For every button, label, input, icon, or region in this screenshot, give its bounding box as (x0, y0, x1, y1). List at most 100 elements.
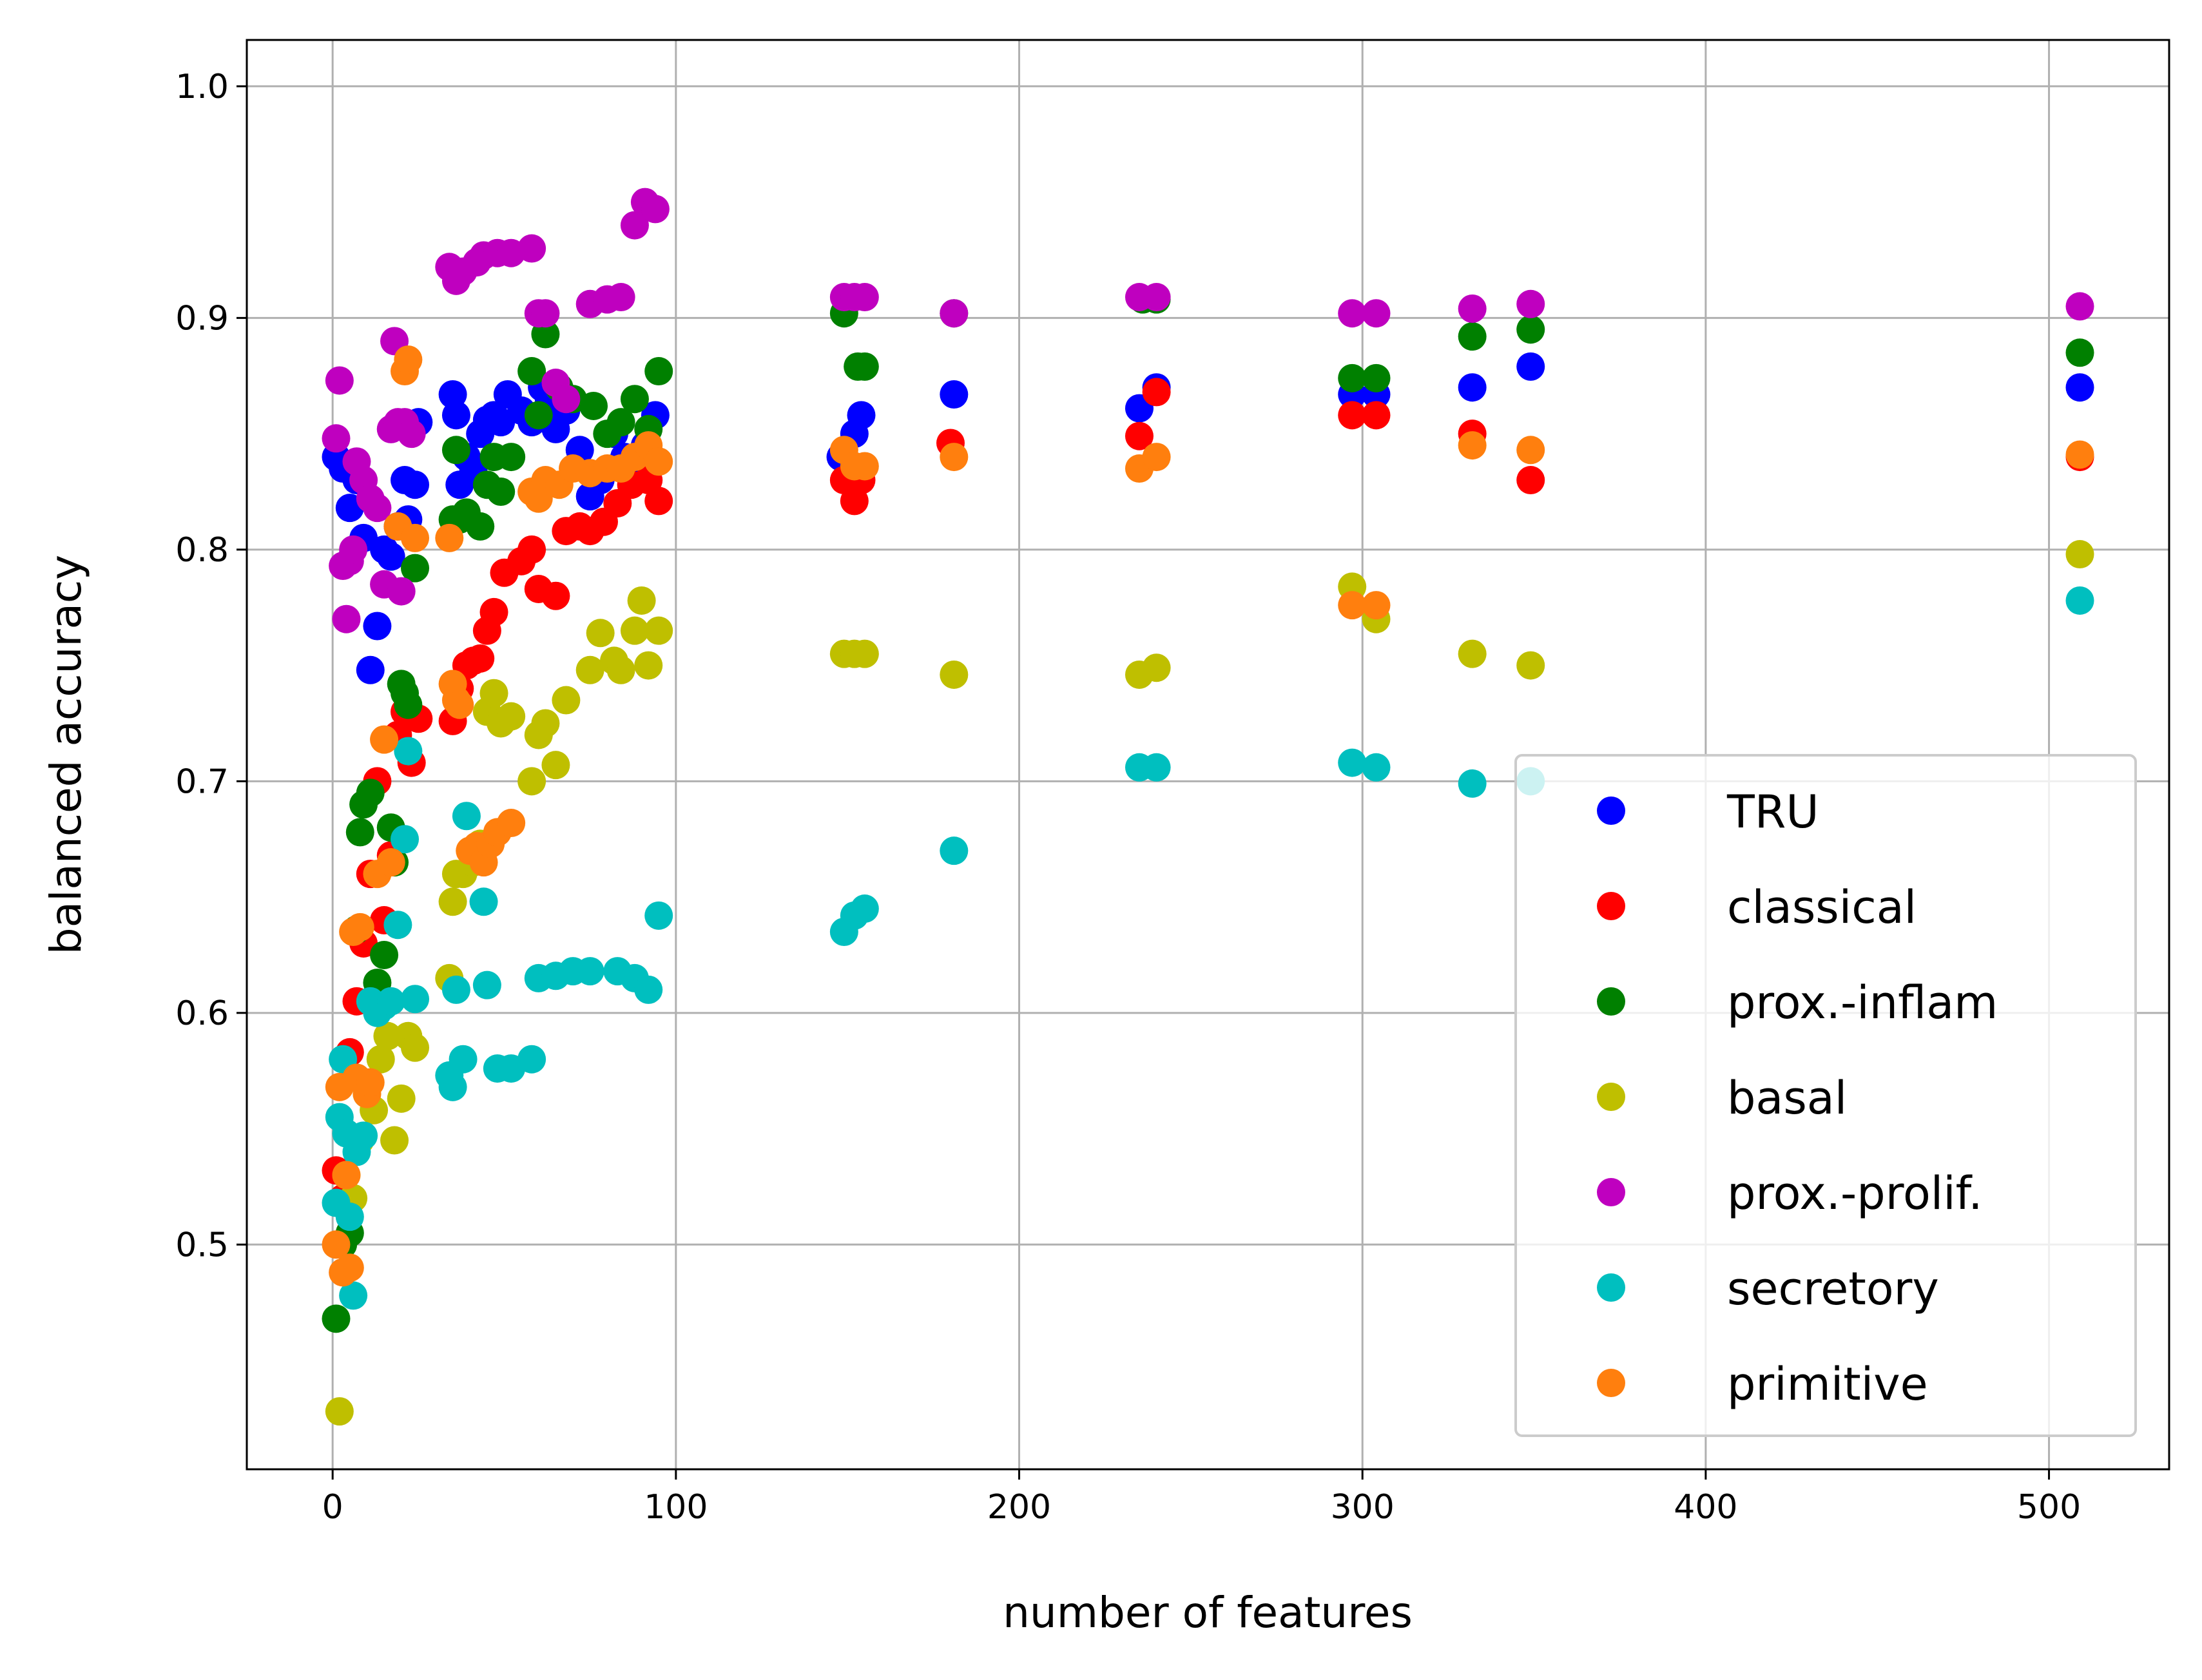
data-point (335, 1253, 364, 1282)
series-prox.-prolif. (322, 188, 2094, 633)
data-point (394, 690, 423, 719)
data-point (606, 283, 635, 312)
data-point (2065, 338, 2094, 367)
data-point (1516, 651, 1545, 680)
data-point (850, 894, 879, 923)
y-tick-label: 0.9 (175, 299, 229, 338)
plot-frame (246, 39, 2170, 1471)
y-axis-label: balanced accuracy (41, 555, 91, 955)
data-point (397, 420, 426, 449)
data-point (1338, 299, 1367, 328)
data-point (620, 616, 649, 645)
data-point (2065, 540, 2094, 569)
data-point (401, 985, 430, 1014)
data-point (517, 357, 546, 386)
data-point (850, 452, 879, 481)
data-point (1125, 421, 1154, 450)
x-tick-label: 200 (987, 1488, 1051, 1527)
data-point (345, 818, 374, 847)
data-point (325, 1397, 354, 1426)
legend-marker (1597, 892, 1625, 920)
data-point (339, 1281, 368, 1310)
data-point (366, 1045, 395, 1074)
legend-label: prox.-prolif. (1727, 1167, 1982, 1220)
data-point (1362, 363, 1391, 392)
data-point (387, 1084, 416, 1113)
data-point (634, 975, 663, 1004)
data-point (438, 380, 467, 409)
data-point (1338, 401, 1367, 430)
data-point (438, 887, 467, 916)
data-point (394, 345, 423, 374)
data-point (376, 848, 405, 877)
legend-marker (1597, 797, 1625, 825)
y-tick-label: 0.8 (175, 531, 229, 570)
data-point (466, 644, 495, 673)
data-point (940, 443, 969, 472)
data-point (401, 554, 430, 583)
data-point (349, 1121, 378, 1150)
data-point (1362, 591, 1391, 620)
data-point (850, 352, 879, 381)
data-point (1458, 322, 1487, 351)
legend-box (1514, 754, 2137, 1437)
axis-ticks: 0 100 200 300 400 500 0.5 0.6 0.7 0.8 0.9 1.0 (175, 68, 2081, 1527)
data-point (940, 836, 969, 865)
data-point (1516, 436, 1545, 465)
data-point (441, 975, 470, 1004)
data-point (394, 737, 423, 766)
legend-label: secretory (1727, 1262, 1939, 1315)
legend-label: TRU (1726, 786, 1819, 838)
data-point (641, 195, 670, 224)
data-point (401, 470, 430, 499)
data-point (586, 619, 615, 648)
x-tick-label: 100 (644, 1488, 708, 1527)
data-point (541, 751, 570, 780)
series-basal (325, 540, 2094, 1426)
data-point (940, 380, 969, 409)
data-point (606, 408, 635, 437)
y-tick-label: 0.5 (175, 1226, 229, 1264)
data-point (541, 581, 570, 610)
data-point (401, 523, 430, 552)
data-point (441, 401, 470, 430)
data-point (332, 604, 361, 633)
data-point (373, 1021, 402, 1050)
data-point (472, 970, 501, 999)
x-tick-label: 400 (1674, 1488, 1737, 1527)
data-point (383, 911, 412, 940)
data-point (497, 702, 526, 731)
data-point (2065, 440, 2094, 469)
legend-label: basal (1727, 1072, 1847, 1125)
data-point (445, 690, 474, 719)
data-point (441, 436, 470, 465)
data-point (322, 1304, 351, 1333)
y-tick-label: 0.6 (175, 994, 229, 1033)
data-point (391, 825, 420, 854)
data-point (332, 1161, 361, 1190)
data-point (634, 651, 663, 680)
data-point (517, 767, 546, 796)
data-point (644, 487, 673, 516)
data-point (1142, 653, 1171, 682)
data-point (322, 1230, 351, 1259)
data-point (579, 391, 608, 420)
data-point (644, 901, 673, 930)
data-point (850, 639, 879, 668)
data-point (552, 686, 581, 715)
data-point (387, 577, 416, 606)
data-point (2065, 373, 2094, 402)
data-point (356, 1068, 385, 1097)
x-tick-label: 300 (1331, 1488, 1395, 1527)
data-point (370, 725, 399, 754)
data-point (497, 443, 526, 472)
data-point (1458, 431, 1487, 460)
data-point (1338, 363, 1367, 392)
data-point (644, 447, 673, 476)
legend-marker (1597, 1083, 1625, 1111)
data-point (335, 1202, 364, 1231)
data-point (620, 385, 649, 414)
data-point (1142, 753, 1171, 782)
series-secretory (322, 586, 2094, 1310)
